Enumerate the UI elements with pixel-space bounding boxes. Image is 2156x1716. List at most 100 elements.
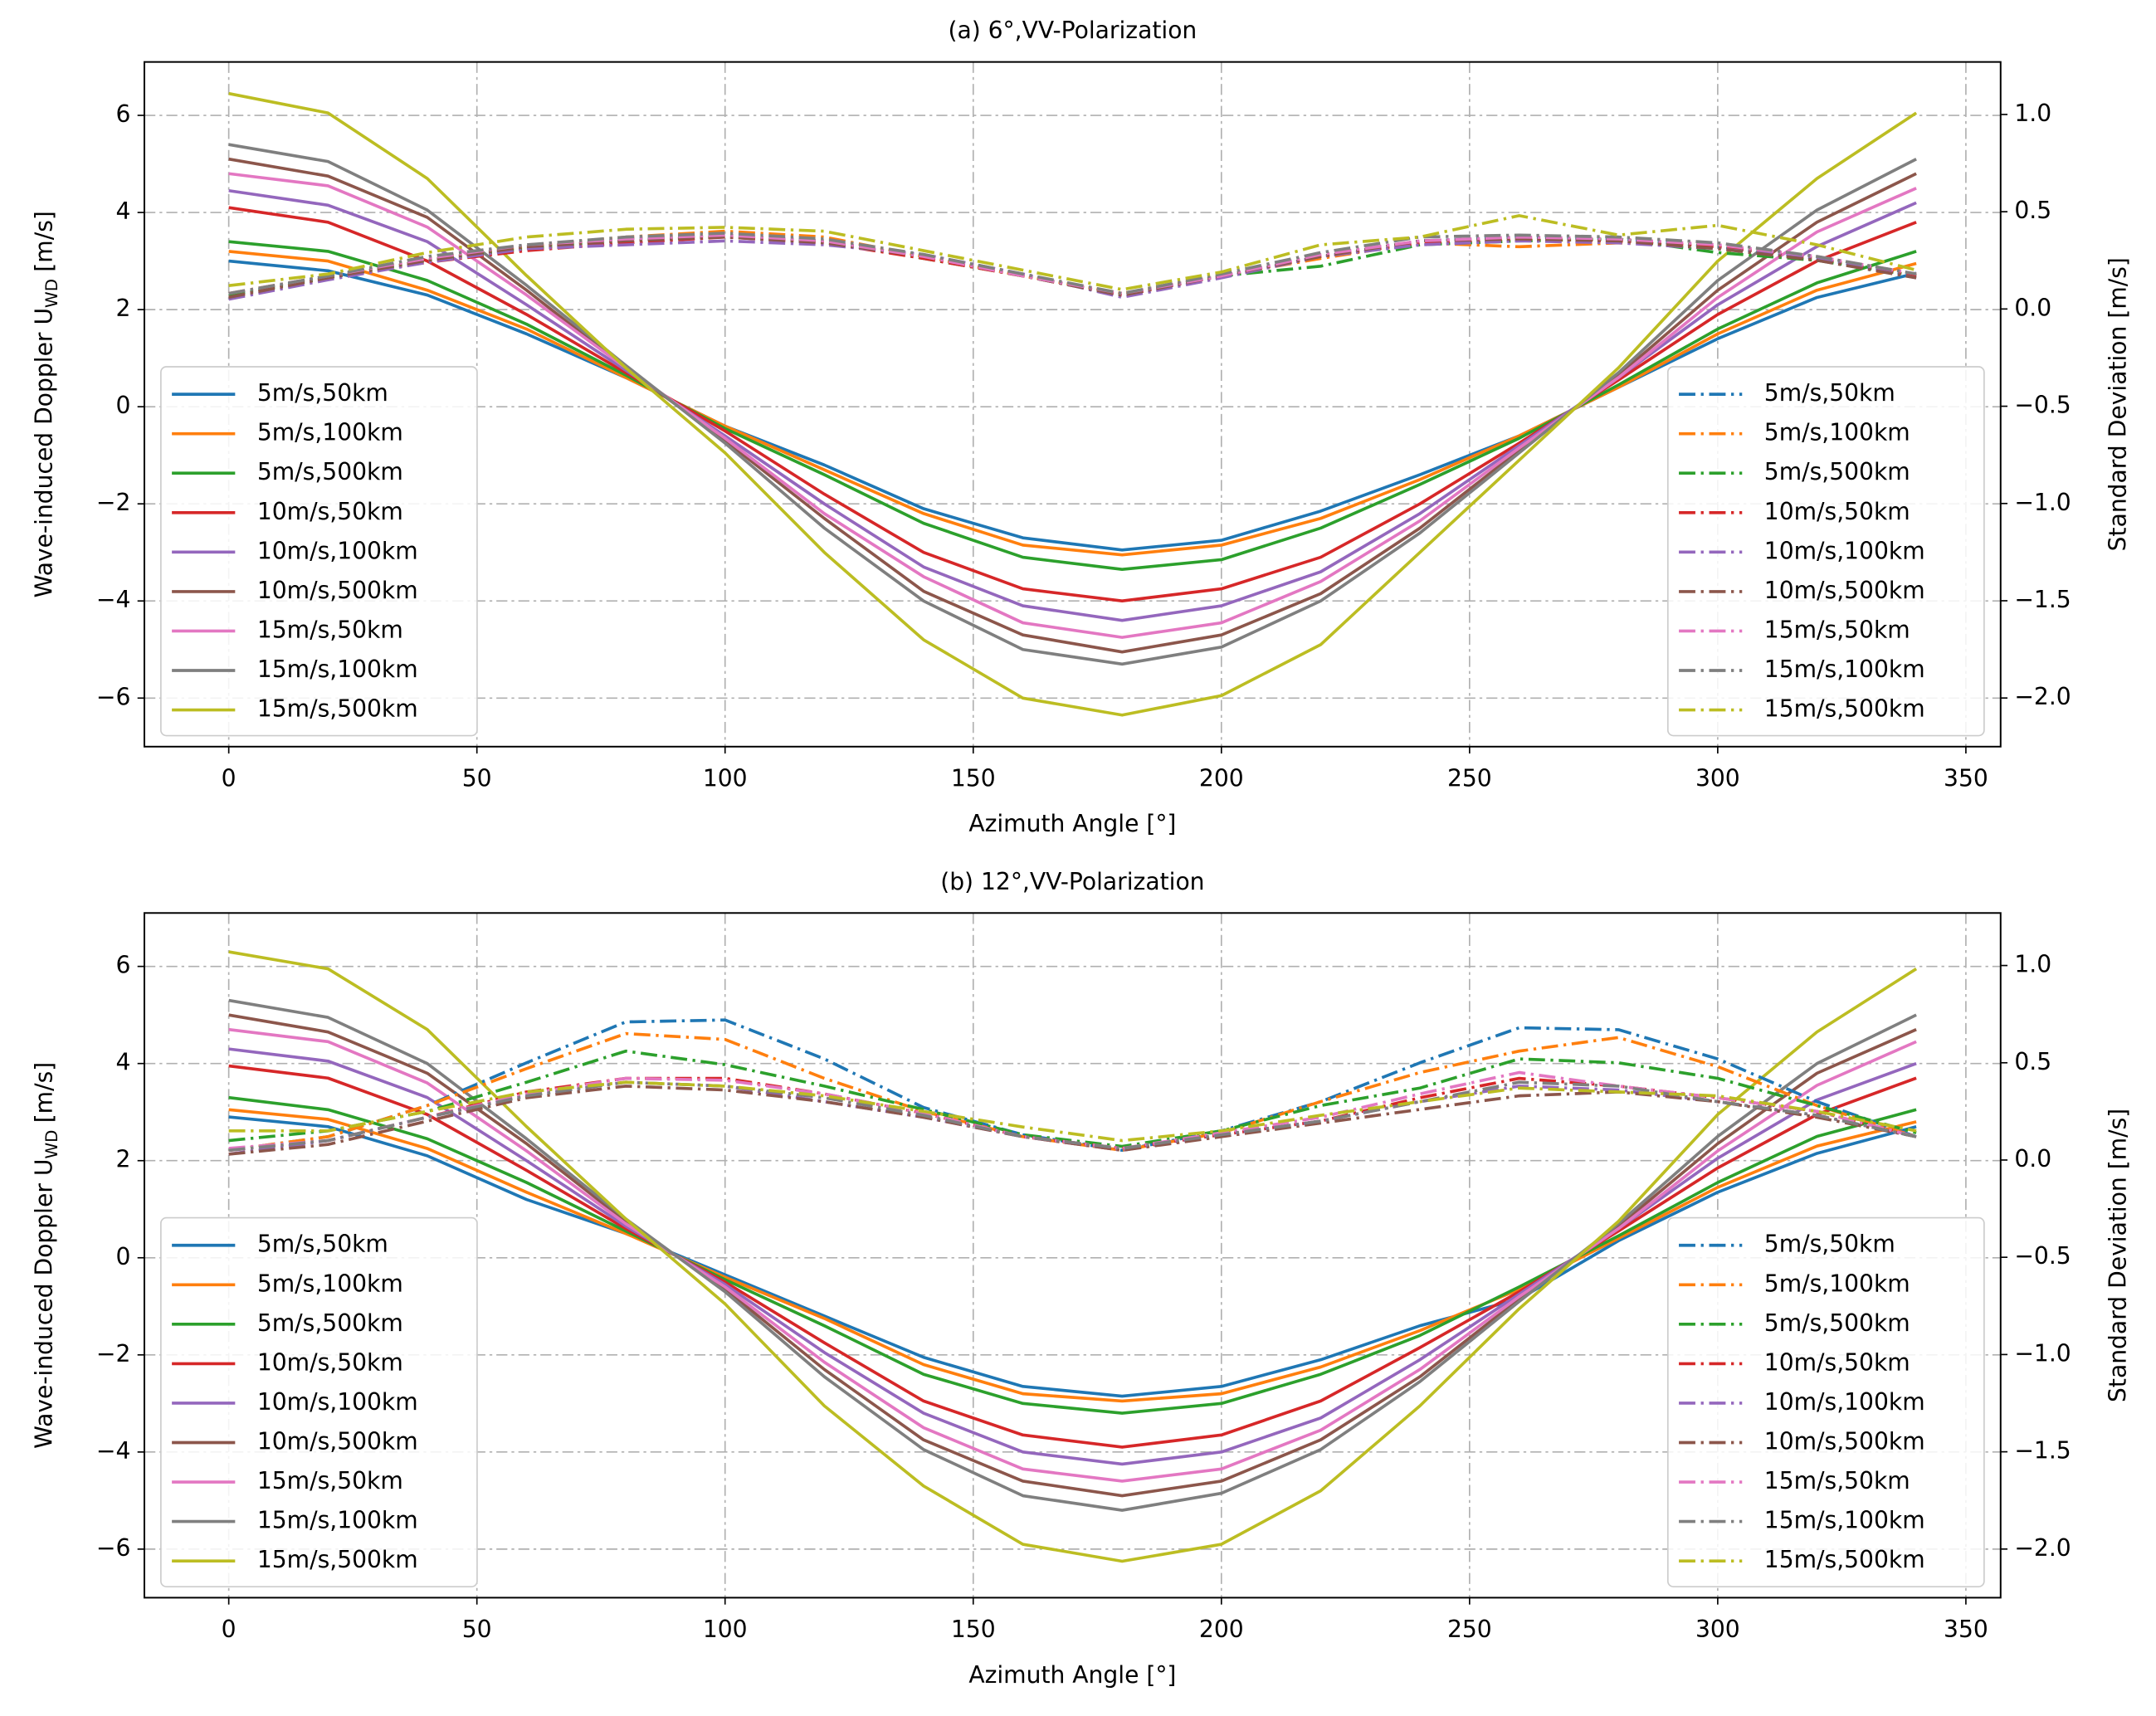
y-tick-label: 4 — [115, 1049, 130, 1076]
legend-label: 15m/s,500km — [257, 1546, 418, 1573]
y2-tick-label: 0.0 — [2014, 294, 2051, 321]
subplot: (b) 12°,VV-Polarization Azimuth Angle [°]… — [31, 868, 2132, 1689]
legend-label: 10m/s,50km — [1764, 1348, 1910, 1376]
y-axis-label-unit: [m/s] — [31, 211, 58, 272]
x-tick-label: 100 — [703, 1616, 748, 1643]
series-line — [228, 232, 1917, 295]
legend-label: 5m/s,50km — [1764, 379, 1895, 407]
y-axis-label-subscript: WD — [41, 1130, 61, 1159]
series-line — [228, 950, 1918, 1563]
legend-frame — [1666, 366, 1985, 737]
y-tick-label: 2 — [115, 1146, 130, 1173]
series-line — [228, 1013, 1917, 1498]
y-axis-label-subscript: WD — [41, 279, 61, 308]
legend-label: 15m/s,50km — [1764, 616, 1910, 643]
legend-label: 10m/s,500km — [257, 1428, 418, 1455]
legend-label: 10m/s,100km — [1764, 537, 1925, 564]
y-tick-label: 0 — [115, 1243, 130, 1270]
series-line — [228, 1049, 1917, 1148]
y-tick-label: −2 — [96, 489, 131, 516]
y-axis-label: Wave-induced Doppler UWD [m/s] — [31, 211, 61, 597]
x-tick-label: 350 — [1944, 1616, 1988, 1643]
y2-tick-label: −1.5 — [2014, 1437, 2071, 1465]
y-tick-label: −6 — [96, 1534, 131, 1562]
series-line — [228, 172, 1917, 639]
series-line — [228, 91, 1918, 717]
legend-label: 5m/s,100km — [1764, 419, 1910, 446]
y2-axis-label: Standard Deviation [m/s] — [2104, 1109, 2131, 1402]
legend: 5m/s,50km 5m/s,100km 5m/s,500km 10m/s,50km 1… — [1666, 366, 1985, 737]
legend-label: 15m/s,500km — [1764, 1546, 1925, 1573]
series-line — [228, 1080, 1917, 1143]
legend-label: 10m/s,50km — [1764, 498, 1910, 525]
legend-frame — [160, 1216, 478, 1587]
legend: 5m/s,50km 5m/s,100km 5m/s,500km 10m/s,50km 1… — [160, 1216, 478, 1587]
x-axis-label: Azimuth Angle [°] — [968, 1661, 1176, 1689]
x-tick-label: 100 — [703, 765, 748, 792]
legend: 5m/s,50km 5m/s,100km 5m/s,500km 10m/s,50km 1… — [1666, 1216, 1985, 1587]
y2-tick-label: 0.0 — [2014, 1145, 2051, 1172]
legend-label: 15m/s,50km — [1764, 1467, 1910, 1494]
x-tick-label: 0 — [222, 765, 237, 792]
legend-label: 10m/s,50km — [257, 498, 403, 525]
y2-tick-label: −2.0 — [2014, 1534, 2071, 1562]
y2-tick-label: 1.0 — [2014, 100, 2051, 127]
x-tick-label: 300 — [1695, 765, 1740, 792]
series-line — [228, 1115, 1917, 1398]
series-line — [228, 214, 1917, 291]
legend-label: 10m/s,500km — [257, 577, 418, 604]
axes-frame — [143, 912, 2002, 1599]
y-axis-label: Wave-induced Doppler UWD [m/s] — [31, 1062, 61, 1449]
legend-label: 5m/s,500km — [1764, 458, 1910, 485]
legend-label: 5m/s,50km — [1764, 1231, 1895, 1258]
y2-axis-label: Standard Deviation [m/s] — [2104, 257, 2131, 551]
series-line — [228, 235, 1917, 300]
y2-tick-label: −2.0 — [2014, 683, 2071, 710]
y-tick-label: −2 — [96, 1340, 131, 1367]
series-line — [228, 1064, 1917, 1449]
y-tick-label: −4 — [96, 1437, 131, 1465]
x-tick-label: 150 — [951, 1616, 996, 1643]
x-tick-label: 0 — [222, 1616, 237, 1643]
series-line — [228, 1027, 1917, 1483]
y2-tick-label: 0.5 — [2014, 197, 2051, 224]
legend-label: 5m/s,500km — [257, 458, 403, 485]
y2-tick-label: 0.5 — [2014, 1048, 2051, 1075]
legend-label: 15m/s,100km — [257, 656, 418, 683]
y-tick-label: 0 — [115, 392, 130, 419]
x-tick-label: 50 — [462, 1616, 492, 1643]
legend-label: 5m/s,50km — [257, 1231, 388, 1258]
legend-label: 5m/s,100km — [257, 1270, 403, 1297]
x-tick-label: 150 — [951, 765, 996, 792]
y2-tick-label: 1.0 — [2014, 951, 2051, 978]
series-line — [228, 206, 1917, 603]
y-tick-label: −4 — [96, 586, 131, 613]
series-line — [228, 1108, 1917, 1403]
legend-frame — [160, 366, 478, 737]
legend-label: 15m/s,100km — [1764, 1507, 1925, 1534]
legend-label: 10m/s,50km — [257, 1348, 403, 1376]
series-line — [228, 250, 1917, 557]
series-line — [228, 1095, 1917, 1415]
legend-label: 5m/s,50km — [257, 379, 388, 407]
legend-label: 5m/s,500km — [1764, 1309, 1910, 1337]
legend-label: 10m/s,100km — [257, 1388, 418, 1416]
y-tick-label: 6 — [115, 952, 130, 979]
series-line — [228, 235, 1917, 300]
legend-label: 5m/s,500km — [257, 1309, 403, 1337]
legend-label: 5m/s,100km — [1764, 1270, 1910, 1297]
x-tick-label: 300 — [1695, 1616, 1740, 1643]
legend-label: 10m/s,100km — [257, 537, 418, 564]
series-line — [228, 1076, 1917, 1153]
legend-label: 5m/s,100km — [257, 419, 403, 446]
x-tick-label: 250 — [1447, 765, 1492, 792]
series-line — [228, 1080, 1917, 1153]
series-line — [228, 240, 1917, 572]
legend-label: 10m/s,500km — [1764, 577, 1925, 604]
x-axis-label: Azimuth Angle [°] — [968, 810, 1176, 837]
y2-tick-label: −1.5 — [2014, 586, 2071, 613]
subplot-title: (a) 6°,VV-Polarization — [948, 17, 1197, 44]
x-tick-label: 200 — [1199, 1616, 1244, 1643]
y-axis-label-text: Wave-induced Doppler U — [31, 308, 58, 597]
